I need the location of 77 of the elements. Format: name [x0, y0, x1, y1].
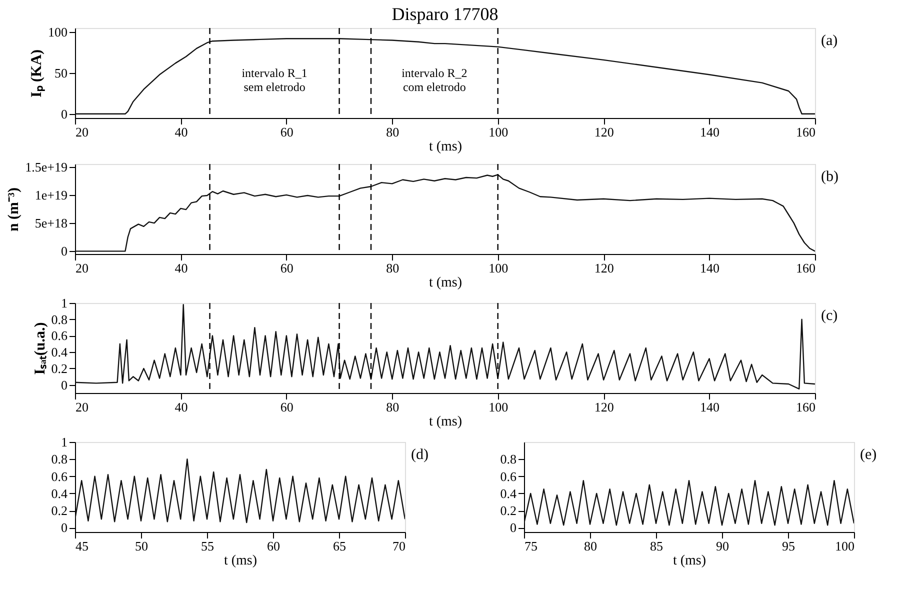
y-tick-label: 0	[510, 520, 516, 536]
y-tick-label: 0.6	[51, 468, 68, 484]
y-tick-label: 0.4	[500, 486, 517, 501]
y-tick-label: 1	[61, 296, 68, 310]
y-tick-label: 0	[61, 377, 68, 392]
x-tick-label: 50	[135, 538, 148, 554]
y-tick-label: 0.2	[500, 503, 516, 518]
y-tick-label: 0.2	[51, 360, 68, 376]
x-tick-label: 80	[584, 538, 597, 554]
x-tick-label: 60	[280, 400, 294, 414]
x-tick-label: 160	[796, 124, 816, 140]
text: (a)	[821, 33, 838, 49]
x-tick-label: 85	[650, 538, 663, 554]
x-tick-label: 75	[524, 538, 538, 554]
text: (e)	[860, 447, 877, 463]
x-tick-label: 90	[716, 538, 729, 554]
x-tick-label: 140	[700, 260, 720, 276]
x-tick-label: 60	[280, 260, 294, 276]
y-tick-label: 0.4	[51, 344, 68, 360]
x-tick-label: 60	[267, 538, 280, 554]
x-axis-title: t (ms)	[428, 140, 462, 154]
y-tick-label: 0.4	[51, 486, 68, 501]
x-tick-label: 45	[76, 538, 88, 554]
x-tick-label: 20	[76, 260, 88, 276]
line-series	[524, 480, 854, 526]
y-tick-label: 0.8	[500, 452, 516, 467]
x-axis-title: t (ms)	[224, 554, 258, 568]
x-tick-label: 65	[333, 538, 346, 554]
y-axis-title: Iₛₐₜ(u.a.)	[32, 322, 48, 375]
x-axis-title: t (ms)	[672, 554, 706, 568]
x-tick-label: 140	[700, 124, 720, 140]
x-axis-title: t (ms)	[428, 414, 462, 430]
line-series	[75, 304, 815, 390]
y-axis-title: n (m⁻³)	[6, 187, 22, 232]
y-tick-label: 50	[54, 66, 68, 80]
y-tick-label: 0	[61, 244, 68, 259]
x-tick-label: 20	[76, 400, 88, 414]
x-tick-label: 120	[594, 400, 614, 414]
x-tick-label: 160	[796, 260, 816, 276]
x-tick-label: 120	[594, 124, 614, 140]
x-tick-label: 55	[201, 538, 214, 554]
chart-title: Disparo 17708	[392, 4, 498, 24]
x-tick-label: 80	[386, 400, 400, 414]
x-tick-label: 80	[386, 124, 400, 140]
x-tick-label: 120	[594, 260, 614, 276]
x-tick-label: 60	[280, 124, 294, 140]
y-tick-label: 5e+18	[34, 216, 68, 231]
x-tick-label: 80	[386, 260, 400, 276]
y-tick-label: 0	[61, 520, 68, 536]
x-tick-label: 140	[700, 400, 720, 414]
annotation: intervalo R_1 sem eletrodo	[242, 66, 308, 94]
x-tick-label: 160	[796, 400, 816, 414]
y-tick-label: 1.5e+19	[25, 159, 68, 174]
y-tick-label: 1e+19	[34, 187, 68, 202]
y-axis-title: Iₚ (KA)	[29, 49, 45, 98]
text: (c)	[821, 308, 838, 324]
x-tick-label: 100	[835, 538, 854, 554]
y-tick-label: 0.8	[51, 312, 68, 327]
x-axis-title: t (ms)	[428, 276, 462, 290]
y-tick-label: 0.2	[51, 503, 68, 518]
line-series	[75, 38, 815, 115]
x-tick-label: 20	[76, 124, 88, 140]
text: (d)	[411, 447, 428, 463]
y-tick-label: 0.8	[51, 452, 68, 467]
text: (b)	[821, 169, 838, 185]
y-tick-label: 100	[48, 24, 68, 40]
y-tick-label: 0	[61, 106, 68, 122]
x-tick-label: 40	[174, 400, 188, 414]
x-tick-label: 40	[174, 124, 188, 140]
y-tick-label: 0.6	[500, 468, 517, 484]
x-tick-label: 95	[782, 538, 795, 554]
y-tick-label: 0.6	[51, 328, 68, 344]
annotation: intervalo R_2 com eletrodo	[402, 66, 468, 94]
line-series	[75, 458, 405, 524]
x-tick-label: 70	[392, 538, 406, 554]
x-tick-label: 40	[174, 260, 188, 276]
y-tick-label: 1	[61, 434, 68, 450]
